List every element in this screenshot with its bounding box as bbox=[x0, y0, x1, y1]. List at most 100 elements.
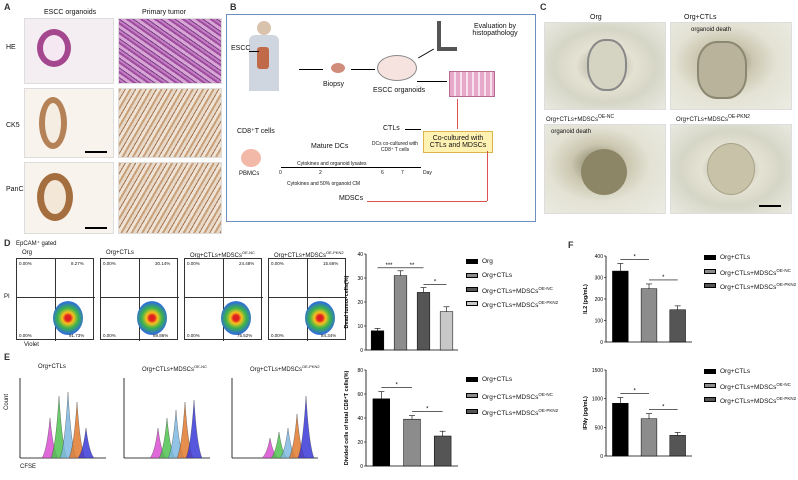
generation-peak bbox=[297, 395, 315, 459]
violet-axis-label: Violet bbox=[24, 342, 39, 348]
panel-label-c: C bbox=[540, 2, 547, 12]
y-tick-label: 80 bbox=[357, 368, 363, 374]
quadrant-ll-value: 0.00% bbox=[19, 333, 32, 338]
he-tumor-image bbox=[118, 18, 222, 84]
legend-swatch bbox=[466, 287, 478, 292]
legend-label: Org+CTLs+MDSCsOE-NC bbox=[720, 382, 791, 392]
col-header-tumor: Primary tumor bbox=[142, 9, 186, 16]
epcam-gate-label: EpCAM⁺ gated bbox=[16, 241, 57, 247]
esophagus-icon bbox=[257, 47, 269, 69]
quadrant-ur-value: 15.66% bbox=[323, 261, 339, 266]
legend-label: Org+CTLs+MDSCsOE-NC bbox=[482, 392, 553, 402]
bar bbox=[612, 403, 629, 457]
mdsc-nc-phase-image: organoid death bbox=[544, 124, 666, 214]
organoids-label: ESCC organoids bbox=[373, 87, 426, 94]
quadrant-lr-value: 84.34% bbox=[321, 333, 337, 338]
y-tick-label: 200 bbox=[595, 297, 604, 303]
organoid-death-label-2: organoid death bbox=[551, 129, 592, 135]
bar bbox=[669, 309, 686, 343]
mature-dcs-label: Mature DCs bbox=[311, 143, 349, 150]
quadrant-ul-value: 0.00% bbox=[103, 261, 116, 266]
legend-swatch bbox=[704, 255, 716, 260]
label-org-ctls: Org+CTLs bbox=[684, 14, 717, 21]
organoid-dish-icon bbox=[377, 55, 417, 81]
he-organoid-image bbox=[24, 18, 114, 84]
y-tick-label: 500 bbox=[595, 425, 604, 431]
quadrant-line-h bbox=[101, 297, 179, 298]
flow-plot-title: Org+CTLs bbox=[106, 250, 134, 256]
legend-label: Org+CTLs+MDSCsOE-NC bbox=[720, 268, 791, 278]
flow-dot-plot: 0.00% 24.48% 75.52% 0.00% bbox=[184, 258, 263, 341]
panel-label-e: E bbox=[4, 352, 11, 362]
cfse-histogram bbox=[19, 378, 106, 459]
significance-mark: *** bbox=[385, 263, 393, 269]
panel-label-a: A bbox=[4, 2, 11, 12]
cytokines-cm-label: Cytokines and 50% organoid CM bbox=[287, 181, 361, 187]
microscope-icon bbox=[437, 21, 457, 51]
timeline-axis bbox=[281, 167, 421, 168]
histogram-title: Org+CTLs bbox=[38, 364, 66, 370]
histogram-title: Org+CTLs+MDSCsOE-NC bbox=[142, 364, 207, 373]
quadrant-ul-value: 0.00% bbox=[19, 261, 32, 266]
y-tick-label: 60 bbox=[357, 392, 363, 398]
bar bbox=[370, 330, 385, 351]
quadrant-ll-value: 0.00% bbox=[271, 333, 284, 338]
significance-mark: * bbox=[426, 407, 429, 413]
quadrant-line-h bbox=[17, 297, 95, 298]
flow-plot-title: Org bbox=[22, 250, 33, 256]
panck-tumor-image bbox=[118, 162, 222, 234]
legend-swatch bbox=[466, 393, 478, 398]
legend-label: Org+CTLs bbox=[720, 368, 751, 375]
organoid-death-label-1: organoid death bbox=[691, 27, 732, 33]
chart-f-bottom: 0 500 1000 1500 IFNγ (pg/mL) * * bbox=[583, 368, 692, 460]
quadrant-ur-value: 24.48% bbox=[239, 261, 255, 266]
significance-mark: * bbox=[395, 383, 398, 389]
cell-population-cluster bbox=[221, 301, 251, 335]
day-label: Day bbox=[423, 170, 432, 176]
y-tick-label: 0 bbox=[360, 348, 363, 354]
org-ctls-phase-image: organoid death bbox=[670, 22, 792, 110]
y-tick-label: 40 bbox=[357, 252, 363, 258]
quadrant-ur-value: 8.27% bbox=[71, 261, 84, 266]
col-header-organoids: ESCC organoids bbox=[44, 9, 97, 16]
legend-swatch bbox=[704, 269, 716, 274]
cfse-axis-label: CFSE bbox=[20, 464, 37, 470]
legend-swatch bbox=[704, 283, 716, 288]
bar bbox=[393, 275, 408, 351]
quadrant-ur-value: 30.14% bbox=[155, 261, 171, 266]
org-phase-image bbox=[544, 22, 666, 110]
quadrant-line-v bbox=[223, 259, 224, 341]
row-label-he: HE bbox=[6, 44, 16, 51]
y-tick-label: 40 bbox=[357, 416, 363, 422]
y-tick-label: 1500 bbox=[592, 368, 603, 374]
panel-label-b: B bbox=[230, 2, 237, 12]
legend-label: Org+CTLs bbox=[482, 376, 513, 383]
quadrant-line-v bbox=[139, 259, 140, 341]
count-axis-label: Count bbox=[4, 393, 10, 410]
biopsy-label: Biopsy bbox=[323, 81, 345, 88]
quadrant-line-h bbox=[185, 297, 263, 298]
y-tick-label: 20 bbox=[357, 440, 363, 446]
cfse-histogram bbox=[231, 378, 318, 459]
quadrant-line-h bbox=[269, 297, 347, 298]
cd8-label: CD8⁺T cells bbox=[237, 128, 275, 135]
mdsc-pkn2-phase-image bbox=[670, 124, 792, 214]
legend-swatch bbox=[466, 301, 478, 306]
y-tick-label: 30 bbox=[357, 276, 363, 282]
flow-dot-plot: 0.00% 8.27% 91.73% 0.00% bbox=[16, 258, 95, 341]
legend-swatch bbox=[466, 259, 478, 264]
cfse-histogram bbox=[123, 378, 210, 459]
bar bbox=[403, 418, 421, 467]
dcs-cocultured-label: DCs co-cultured with CD8⁺ T cells bbox=[371, 141, 419, 153]
panel-label-d: D bbox=[4, 238, 11, 248]
bar bbox=[439, 311, 454, 351]
significance-mark: * bbox=[633, 255, 636, 261]
flow-dot-plot: 0.00% 30.14% 69.86% 0.00% bbox=[100, 258, 179, 341]
tick-day-2: 2 bbox=[319, 170, 322, 176]
y-tick-label: 0 bbox=[600, 454, 603, 460]
quadrant-line-v bbox=[307, 259, 308, 341]
y-tick-label: 10 bbox=[357, 324, 363, 330]
y-axis-label: Divided cells of total CD8⁺T cells(%) bbox=[343, 371, 350, 466]
panel-label-f: F bbox=[568, 240, 574, 250]
